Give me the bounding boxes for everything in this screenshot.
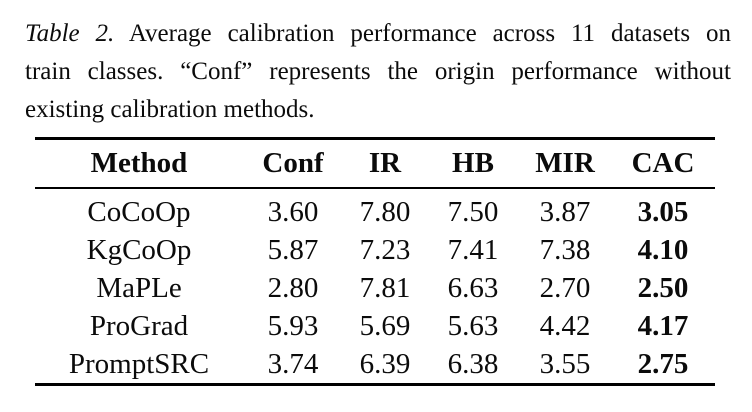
caption-label: Table 2. (25, 20, 115, 47)
cell-conf: 2.80 (267, 271, 319, 304)
method-name: MaPLe (96, 271, 182, 304)
caption-line-1: Table 2. Average calibration performance… (25, 15, 731, 53)
cell-conf: 3.60 (267, 195, 319, 228)
col-header-mir: MIR (519, 138, 611, 189)
col-header-method: Method (35, 138, 243, 189)
header-row: Method Conf IR HB MIR CAC (35, 138, 715, 189)
cell-ir: 7.80 (359, 195, 411, 228)
cell-ir: 7.81 (359, 271, 411, 304)
caption-line-2: train classes. “Conf” represents the ori… (25, 58, 731, 85)
cell-ir: 7.23 (359, 233, 411, 266)
cell-conf: 5.87 (267, 233, 319, 266)
col-header-cac: CAC (611, 138, 715, 189)
method-name: PromptSRC (68, 347, 210, 380)
cell-cac: 4.17 (637, 309, 689, 342)
cell-mir: 2.70 (539, 271, 591, 304)
cell-mir: 7.38 (539, 233, 591, 266)
table-row-cocoop: CoCoOp 3.60 7.80 7.50 3.87 3.05 (35, 188, 715, 231)
table-row-prograd: ProGrad 5.93 5.69 5.63 4.42 4.17 (35, 307, 715, 345)
calibration-table: Method Conf IR HB MIR CAC CoCoOp 3.60 7.… (35, 137, 715, 386)
cell-ir: 6.39 (359, 347, 411, 380)
cell-hb: 7.41 (447, 233, 499, 266)
cell-hb: 6.63 (447, 271, 499, 304)
col-header-hb: HB (427, 138, 519, 189)
table-row-kgcoop: KgCoOp 5.87 7.23 7.41 7.38 4.10 (35, 231, 715, 269)
results-table: Method Conf IR HB MIR CAC CoCoOp 3.60 7.… (35, 137, 715, 386)
cell-mir: 3.87 (539, 195, 591, 228)
caption-text-1: Average calibration performance across 1… (128, 20, 731, 47)
cell-conf: 3.74 (267, 347, 319, 380)
cell-mir: 3.55 (539, 347, 591, 380)
table-caption: Table 2. Average calibration performance… (25, 15, 731, 129)
col-header-ir: IR (343, 138, 427, 189)
cell-hb: 6.38 (447, 347, 499, 380)
cell-ir: 5.69 (359, 309, 411, 342)
cell-hb: 5.63 (447, 309, 499, 342)
method-name: CoCoOp (87, 195, 191, 228)
cell-cac: 4.10 (637, 233, 689, 266)
table-row-promptsrc: PromptSRC 3.74 6.39 6.38 3.55 2.75 (35, 345, 715, 385)
table-row-maple: MaPLe 2.80 7.81 6.63 2.70 2.50 (35, 269, 715, 307)
cell-mir: 4.42 (539, 309, 591, 342)
method-name: ProGrad (89, 309, 189, 342)
caption-line-3: existing calibration methods. (25, 96, 315, 123)
cell-conf: 5.93 (267, 309, 319, 342)
cell-cac: 3.05 (637, 195, 689, 228)
method-name: KgCoOp (86, 233, 192, 266)
cell-cac: 2.50 (637, 271, 689, 304)
cell-hb: 7.50 (447, 195, 499, 228)
cell-cac: 2.75 (637, 347, 689, 380)
col-header-conf: Conf (243, 138, 343, 189)
